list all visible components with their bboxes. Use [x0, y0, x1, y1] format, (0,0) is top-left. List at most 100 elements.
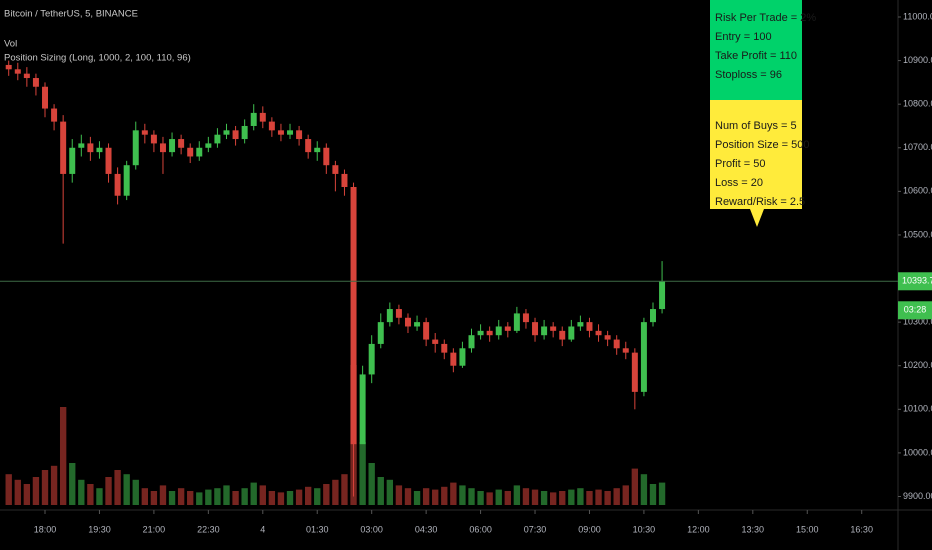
x-tick-label: 12:00 [687, 524, 710, 534]
annotation-text: Risk Per Trade = 2% [715, 12, 816, 24]
volume-bar [250, 482, 257, 505]
candle-body [395, 309, 402, 318]
volume-bar [177, 488, 185, 505]
candle-body [159, 143, 166, 153]
candle-body [169, 139, 176, 153]
y-tick-label: 10000.00 [903, 447, 932, 457]
volume-bar [259, 485, 266, 505]
candle-body [51, 108, 58, 122]
candle-body [631, 352, 638, 392]
candle-body [414, 322, 421, 327]
candle-body [359, 374, 366, 445]
volume-bar [168, 491, 176, 505]
candle-body [141, 130, 148, 135]
candle-body [513, 313, 520, 331]
volume-bar [196, 492, 203, 505]
candle-body [214, 134, 221, 144]
x-tick-label: 19:30 [88, 524, 111, 534]
annotation-upper-box [710, 0, 802, 100]
x-tick-label: 07:30 [524, 524, 547, 534]
annotation-text: Position Size = 500 [715, 139, 809, 151]
candle-body [441, 343, 448, 353]
annotation-text: Loss = 20 [715, 177, 763, 189]
candle-body [187, 147, 194, 157]
volume-bar [649, 484, 657, 505]
candle-body [532, 322, 539, 336]
candle-body [14, 69, 21, 74]
annotation-text: Profit = 50 [715, 158, 765, 170]
x-tick-label: 01:30 [306, 524, 329, 534]
x-tick-label: 10:30 [633, 524, 656, 534]
volume-bar [513, 485, 521, 505]
candle-body [504, 326, 511, 331]
volume-bar [314, 488, 321, 505]
candle-body [314, 147, 321, 153]
volume-bar [23, 484, 31, 505]
volume-bar [87, 484, 94, 505]
volume-bar [304, 486, 312, 505]
volume-bar [486, 492, 493, 505]
candle-body [259, 112, 266, 122]
x-tick-label: 4 [260, 524, 265, 534]
volume-bar [277, 492, 285, 505]
candle-body [423, 322, 430, 340]
x-tick-label: 09:00 [578, 524, 601, 534]
volume-bar [468, 488, 475, 505]
candle-body [477, 330, 484, 336]
candle-body [42, 86, 49, 109]
candle-body [123, 165, 130, 196]
volume-bar [205, 489, 212, 505]
volume-bar [595, 489, 602, 505]
candle-body [305, 139, 312, 153]
volume-label: Vol [4, 39, 17, 50]
y-tick-label: 10600.00 [903, 186, 932, 196]
volume-bar [50, 465, 58, 505]
y-tick-label: 10200.00 [903, 360, 932, 370]
volume-bar [69, 463, 76, 505]
volume-bar [549, 492, 557, 505]
candle-body [622, 348, 629, 353]
volume-bar [232, 491, 239, 505]
candle-body [250, 112, 257, 126]
volume-bar [59, 407, 67, 505]
y-tick-label: 10800.00 [903, 99, 932, 109]
candle-body [87, 143, 94, 153]
x-tick-label: 15:00 [796, 524, 819, 534]
candle-body [595, 330, 602, 336]
candle-body [178, 139, 185, 148]
candle-body [404, 317, 411, 327]
volume-bar [413, 491, 421, 505]
volume-bar [586, 491, 593, 505]
volume-bar [631, 468, 639, 505]
candle-body [586, 322, 593, 331]
candle-body [232, 130, 239, 140]
x-tick-label: 13:30 [742, 524, 765, 534]
candle-body [577, 322, 584, 327]
candle-body [268, 121, 275, 131]
volume-bar [495, 489, 502, 505]
volume-bar [422, 488, 430, 505]
volume-bar [522, 488, 530, 505]
volume-bar [640, 474, 648, 505]
annotation-lower-box [710, 100, 802, 209]
countdown-label: 03:28 [904, 305, 927, 315]
volume-bar [295, 489, 303, 505]
candle-body [150, 134, 157, 144]
countdown-badge [898, 301, 932, 320]
volume-bar [604, 491, 611, 505]
volume-bar [332, 479, 339, 505]
volume-bar [459, 485, 466, 505]
annotation-text: Num of Buys = 5 [715, 120, 797, 132]
volume-bar [577, 488, 584, 505]
volume-bar [531, 489, 539, 505]
x-tick-label: 21:00 [143, 524, 166, 534]
x-tick-label: 22:30 [197, 524, 220, 534]
annotation-text: Entry = 100 [715, 31, 772, 43]
candle-body [287, 130, 294, 135]
volume-bar [268, 491, 276, 505]
annotation-text: Stoploss = 96 [715, 69, 782, 81]
last-price-label: 10393.71 [902, 276, 932, 286]
candle-body [96, 147, 103, 153]
